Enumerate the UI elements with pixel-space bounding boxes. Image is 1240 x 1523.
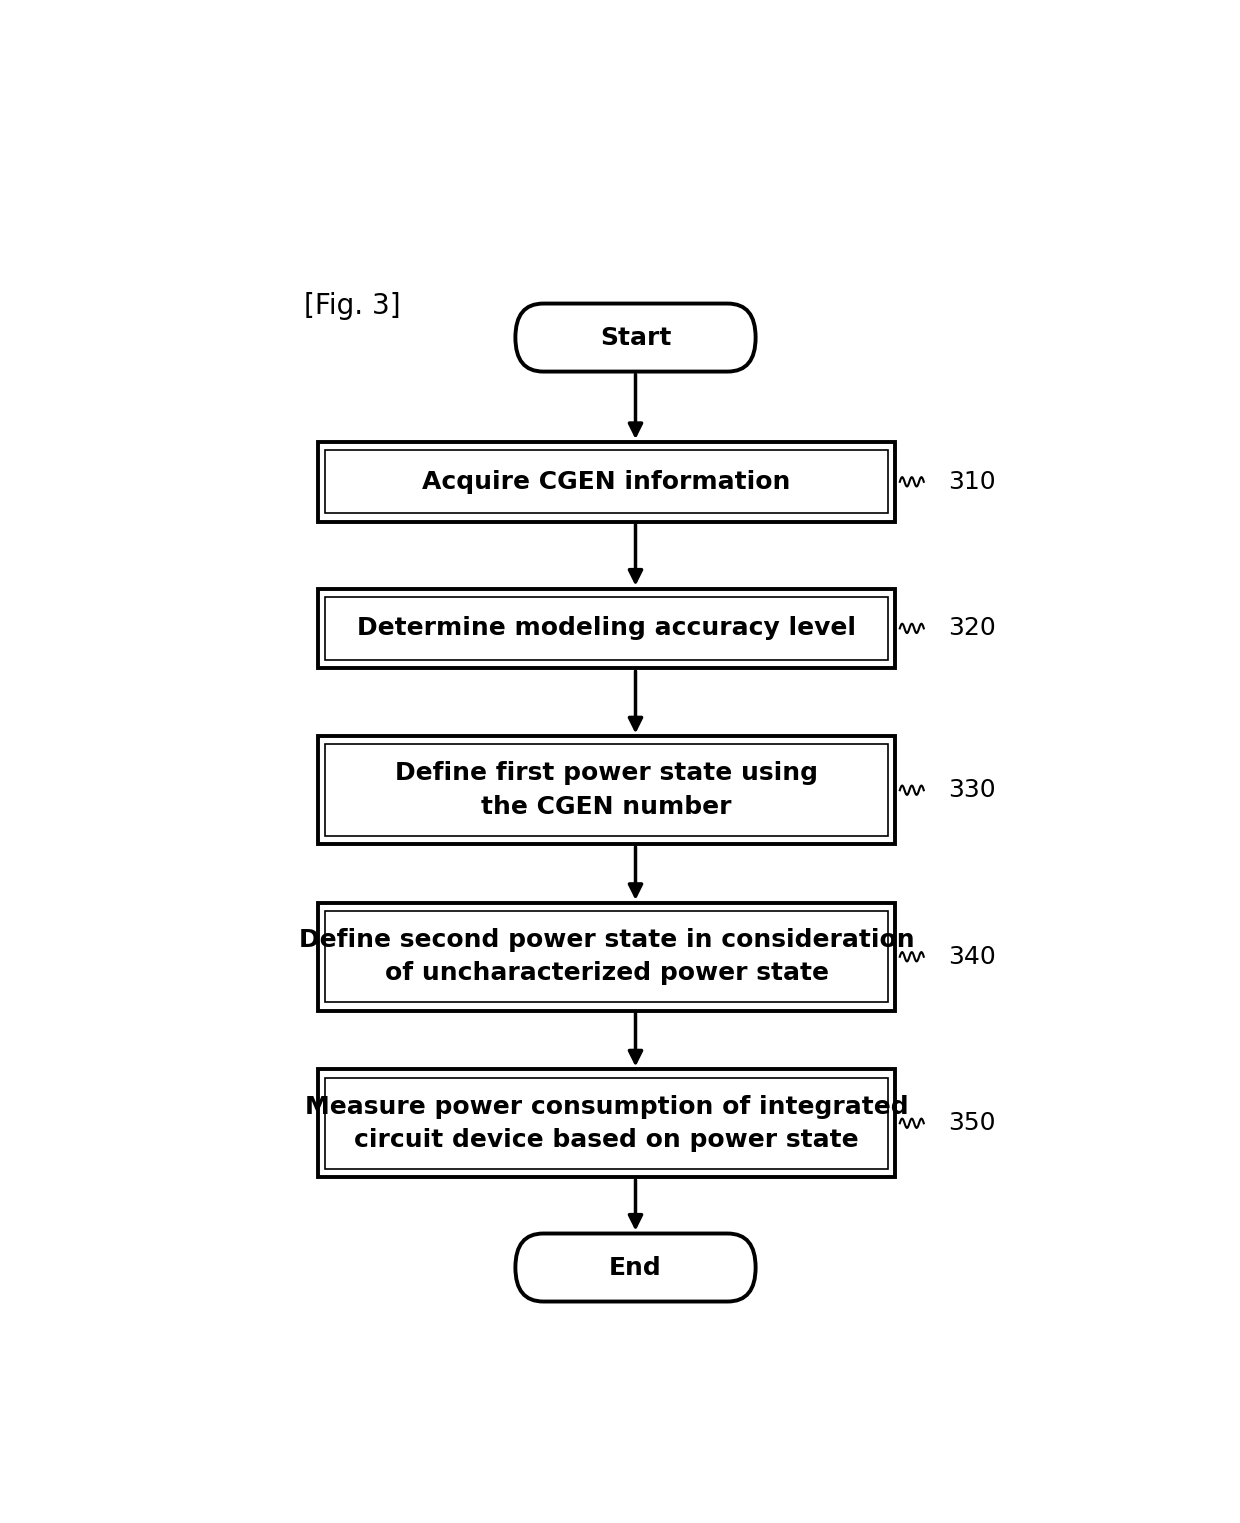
FancyBboxPatch shape — [516, 303, 755, 372]
Text: 350: 350 — [947, 1112, 996, 1135]
Bar — [325, 745, 888, 836]
Bar — [325, 597, 888, 659]
Text: 340: 340 — [947, 944, 996, 969]
Text: 320: 320 — [947, 617, 996, 640]
FancyBboxPatch shape — [516, 1234, 755, 1302]
Text: Acquire CGEN information: Acquire CGEN information — [423, 469, 791, 493]
Text: 330: 330 — [947, 778, 996, 803]
Bar — [319, 1069, 895, 1177]
Text: [Fig. 3]: [Fig. 3] — [304, 292, 401, 320]
Text: Define first power state using
the CGEN number: Define first power state using the CGEN … — [396, 762, 818, 819]
Text: Determine modeling accuracy level: Determine modeling accuracy level — [357, 617, 856, 640]
Bar — [325, 911, 888, 1002]
Text: End: End — [609, 1255, 662, 1279]
Bar — [325, 451, 888, 513]
Text: 310: 310 — [947, 469, 996, 493]
Text: Start: Start — [600, 326, 671, 350]
Text: Define second power state in consideration
of uncharacterized power state: Define second power state in considerati… — [299, 928, 914, 985]
Bar — [319, 736, 895, 844]
Bar — [319, 588, 895, 669]
Bar — [319, 903, 895, 1011]
Text: Measure power consumption of integrated
circuit device based on power state: Measure power consumption of integrated … — [305, 1095, 909, 1151]
Bar — [319, 442, 895, 522]
Bar — [325, 1078, 888, 1170]
